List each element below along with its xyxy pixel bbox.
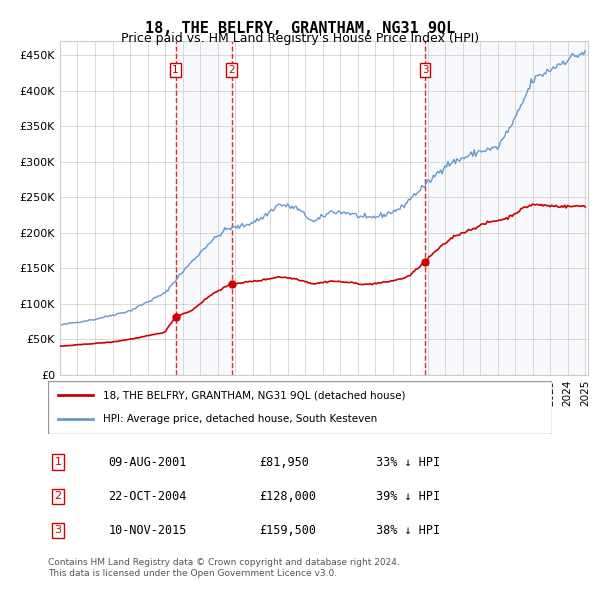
Text: 18, THE BELFRY, GRANTHAM, NG31 9QL (detached house): 18, THE BELFRY, GRANTHAM, NG31 9QL (deta… (103, 391, 406, 401)
Text: HPI: Average price, detached house, South Kesteven: HPI: Average price, detached house, Sout… (103, 414, 377, 424)
Text: Price paid vs. HM Land Registry's House Price Index (HPI): Price paid vs. HM Land Registry's House … (121, 32, 479, 45)
Text: 2: 2 (55, 491, 62, 502)
Text: 2: 2 (229, 65, 235, 75)
Text: 1: 1 (55, 457, 62, 467)
Text: £128,000: £128,000 (260, 490, 317, 503)
Text: 22-OCT-2004: 22-OCT-2004 (109, 490, 187, 503)
Text: 09-AUG-2001: 09-AUG-2001 (109, 455, 187, 469)
Text: 33% ↓ HPI: 33% ↓ HPI (376, 455, 440, 469)
Bar (176, 41, 232, 375)
Text: 18, THE BELFRY, GRANTHAM, NG31 9QL: 18, THE BELFRY, GRANTHAM, NG31 9QL (145, 21, 455, 35)
Text: 10-NOV-2015: 10-NOV-2015 (109, 524, 187, 537)
Text: 38% ↓ HPI: 38% ↓ HPI (376, 524, 440, 537)
Bar (425, 41, 585, 375)
Text: £159,500: £159,500 (260, 524, 317, 537)
Text: £81,950: £81,950 (260, 455, 310, 469)
Text: 3: 3 (55, 526, 62, 535)
Text: 39% ↓ HPI: 39% ↓ HPI (376, 490, 440, 503)
Text: Contains HM Land Registry data © Crown copyright and database right 2024.: Contains HM Land Registry data © Crown c… (48, 558, 400, 566)
Text: 3: 3 (422, 65, 428, 75)
Text: This data is licensed under the Open Government Licence v3.0.: This data is licensed under the Open Gov… (48, 569, 337, 578)
Text: 1: 1 (172, 65, 179, 75)
FancyBboxPatch shape (48, 381, 552, 434)
